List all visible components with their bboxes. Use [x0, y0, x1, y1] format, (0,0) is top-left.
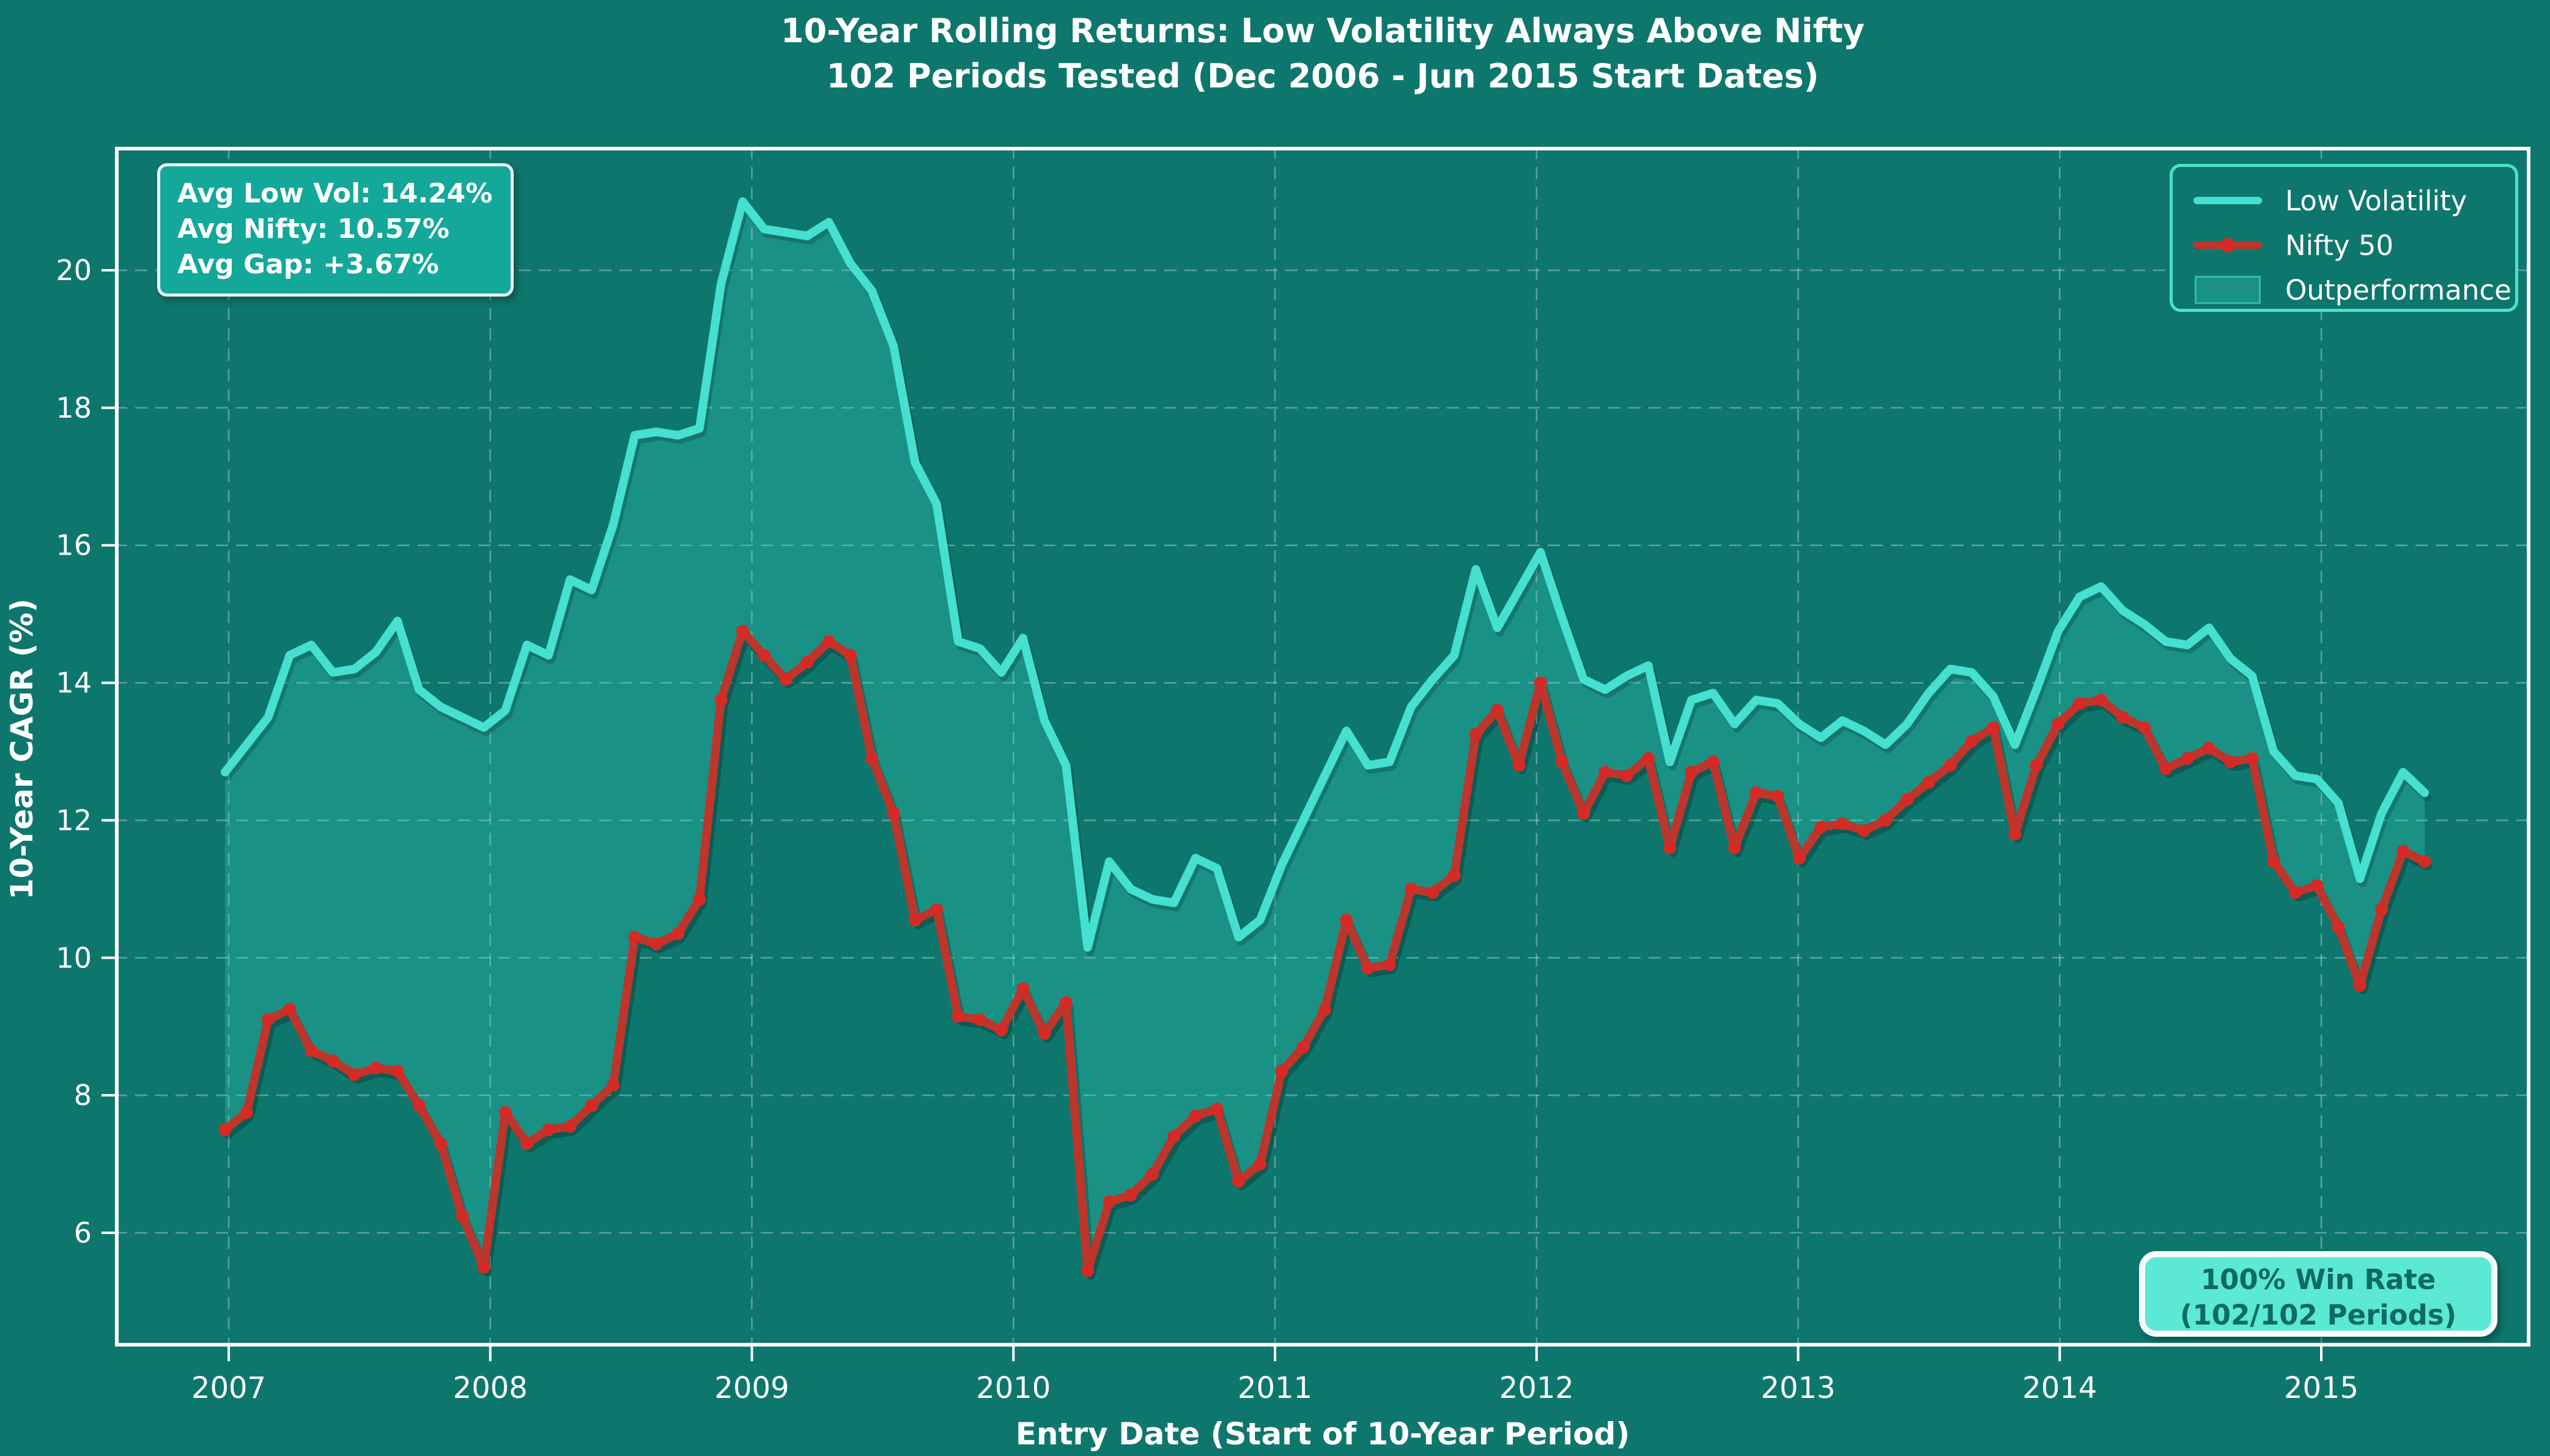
legend-label: Outperformance — [2285, 273, 2511, 306]
legend-item-low-volatility: Low Volatility — [2193, 180, 2515, 221]
y-tick-label: 10 — [56, 941, 92, 974]
avg-nifty-text: Avg Nifty: 10.57% — [177, 213, 449, 245]
win-rate-line2: (102/102 Periods) — [2179, 1299, 2457, 1331]
chart-title: 10-Year Rolling Returns: Low Volatility … — [115, 9, 2530, 99]
x-tick-label: 2012 — [1499, 1371, 1574, 1405]
nifty-line-swatch — [2193, 238, 2262, 253]
legend-label: Low Volatility — [2285, 184, 2467, 217]
win-rate-annotation: 100% Win Rate (102/102 Periods) — [2139, 1251, 2497, 1337]
legend-item-outperformance: Outperformance — [2193, 270, 2515, 310]
avg-gap-text: Avg Gap: +3.67% — [177, 249, 439, 280]
x-tick-label: 2008 — [453, 1371, 528, 1405]
x-tick-label: 2009 — [714, 1371, 789, 1405]
legend: Low Volatility Nifty 50 Outperformance — [2170, 164, 2518, 312]
low-volatility-line-swatch — [2193, 197, 2262, 204]
y-tick-label: 16 — [56, 529, 92, 562]
y-axis-label: 10-Year CAGR (%) — [4, 598, 40, 900]
outperformance-fill-area — [225, 201, 2425, 1271]
plot-frame — [115, 147, 2530, 1347]
y-tick-label: 8 — [74, 1079, 92, 1112]
y-tick-label: 14 — [56, 667, 92, 700]
legend-item-nifty-50: Nifty 50 — [2193, 225, 2515, 265]
y-tick-label: 12 — [56, 804, 92, 837]
y-tick-label: 18 — [56, 391, 92, 424]
x-tick-label: 2014 — [2022, 1371, 2097, 1405]
chart-title-line2: 102 Periods Tested (Dec 2006 - Jun 2015 … — [826, 57, 1819, 95]
x-tick-label: 2011 — [1238, 1371, 1312, 1405]
win-rate-line1: 100% Win Rate — [2200, 1263, 2436, 1296]
y-tick-label: 20 — [56, 254, 92, 287]
x-tick-label: 2010 — [976, 1371, 1051, 1405]
x-tick-label: 2007 — [191, 1371, 266, 1405]
avg-low-vol-text: Avg Low Vol: 14.24% — [177, 178, 493, 209]
axis-ticks-and-labels: 20 18 16 14 12 10 8 6 2007 2008 2009 2010 2011 2012 20… — [56, 254, 2359, 1405]
grid-lines — [115, 147, 2530, 1347]
legend-label: Nifty 50 — [2285, 229, 2394, 262]
average-stats-annotation: Avg Low Vol: 14.24% Avg Nifty: 10.57% Av… — [157, 163, 514, 297]
chart-title-line1: 10-Year Rolling Returns: Low Volatility … — [780, 12, 1865, 50]
x-axis-label: Entry Date (Start of 10-Year Period) — [1015, 1416, 1630, 1452]
low-volatility-line — [221, 197, 2429, 952]
y-tick-label: 6 — [74, 1216, 92, 1249]
data-series — [218, 197, 2432, 1280]
x-tick-label: 2015 — [2284, 1371, 2359, 1405]
outperformance-patch-swatch — [2193, 276, 2262, 304]
x-tick-label: 2013 — [1761, 1371, 1835, 1405]
